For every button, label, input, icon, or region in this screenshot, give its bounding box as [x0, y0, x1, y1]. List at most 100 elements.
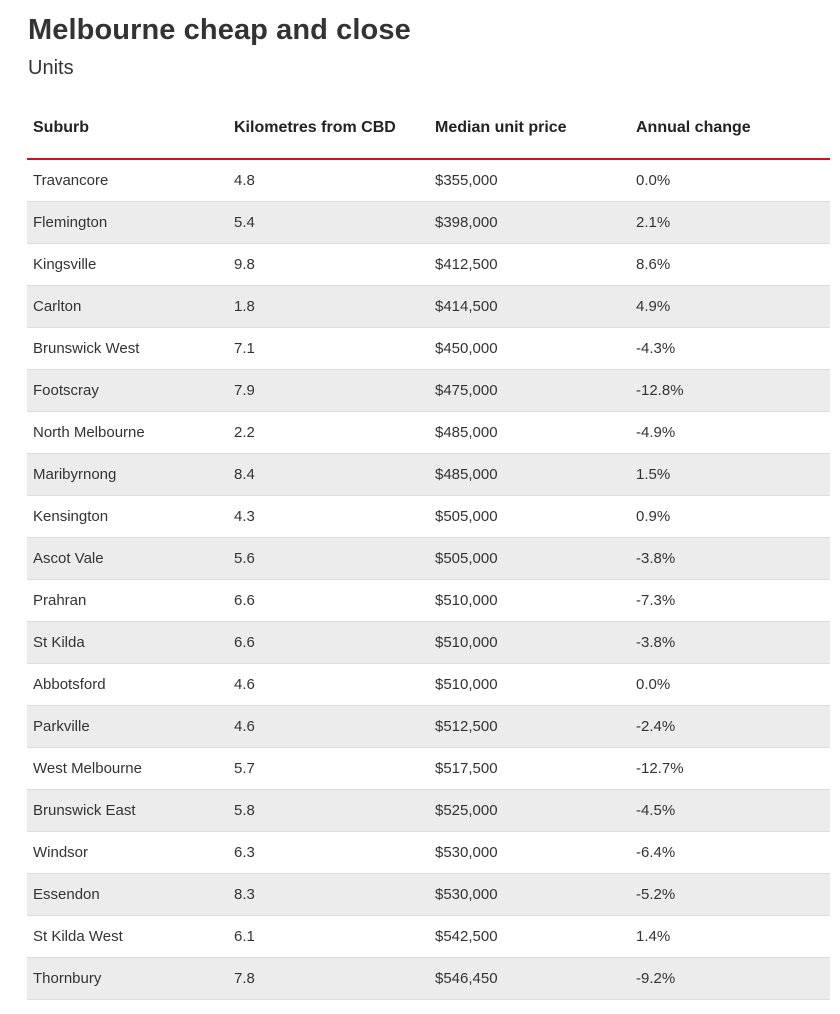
cell-suburb: Thornbury	[27, 957, 228, 1000]
table-row: Essendon 8.3 $530,000 -5.2%	[27, 873, 830, 916]
cell-median-price: $505,000	[429, 537, 630, 580]
cell-suburb: North Melbourne	[27, 411, 228, 454]
table-row: Brunswick East 5.8 $525,000 -4.5%	[27, 789, 830, 832]
table-body: Travancore 4.8 $355,000 0.0% Flemington 5.4 $3…	[27, 159, 830, 1000]
cell-suburb: Abbotsford	[27, 663, 228, 706]
cell-km-from-cbd: 6.6	[228, 579, 429, 622]
cell-km-from-cbd: 5.4	[228, 201, 429, 244]
column-header-suburb: Suburb	[27, 98, 228, 160]
cell-km-from-cbd: 5.6	[228, 537, 429, 580]
table-header: Suburb Kilometres from CBD Median unit pri…	[27, 98, 830, 160]
cell-suburb: Brunswick West	[27, 327, 228, 370]
table-row: St Kilda 6.6 $510,000 -3.8%	[27, 621, 830, 664]
cell-km-from-cbd: 7.1	[228, 327, 429, 370]
cell-annual-change: 0.0%	[630, 663, 830, 706]
cell-median-price: $525,000	[429, 789, 630, 832]
cell-median-price: $475,000	[429, 369, 630, 412]
cell-km-from-cbd: 4.8	[228, 159, 429, 202]
cell-annual-change: 0.9%	[630, 495, 830, 538]
cell-km-from-cbd: 5.8	[228, 789, 429, 832]
table-row: Flemington 5.4 $398,000 2.1%	[27, 201, 830, 244]
cell-km-from-cbd: 4.3	[228, 495, 429, 538]
cell-annual-change: -4.9%	[630, 411, 830, 454]
cell-annual-change: -2.4%	[630, 705, 830, 748]
cell-km-from-cbd: 7.9	[228, 369, 429, 412]
table-row: North Melbourne 2.2 $485,000 -4.9%	[27, 411, 830, 454]
cell-annual-change: 8.6%	[630, 243, 830, 286]
table-row: Maribyrnong 8.4 $485,000 1.5%	[27, 453, 830, 496]
data-table: Suburb Kilometres from CBD Median unit pri…	[27, 98, 830, 1000]
cell-km-from-cbd: 8.3	[228, 873, 429, 916]
cell-annual-change: 0.0%	[630, 159, 830, 202]
cell-km-from-cbd: 5.7	[228, 747, 429, 790]
cell-median-price: $512,500	[429, 705, 630, 748]
column-header-annual-change: Annual change	[630, 98, 830, 160]
cell-median-price: $530,000	[429, 831, 630, 874]
cell-annual-change: -5.2%	[630, 873, 830, 916]
cell-median-price: $517,500	[429, 747, 630, 790]
cell-annual-change: -9.2%	[630, 957, 830, 1000]
table-row: Kensington 4.3 $505,000 0.9%	[27, 495, 830, 538]
cell-suburb: Parkville	[27, 705, 228, 748]
cell-median-price: $355,000	[429, 159, 630, 202]
cell-suburb: Prahran	[27, 579, 228, 622]
cell-suburb: Flemington	[27, 201, 228, 244]
cell-km-from-cbd: 1.8	[228, 285, 429, 328]
cell-km-from-cbd: 7.8	[228, 957, 429, 1000]
cell-suburb: Travancore	[27, 159, 228, 202]
cell-median-price: $398,000	[429, 201, 630, 244]
table-row: Footscray 7.9 $475,000 -12.8%	[27, 369, 830, 412]
table-row: Travancore 4.8 $355,000 0.0%	[27, 159, 830, 202]
page-subtitle: Units	[28, 57, 74, 79]
cell-median-price: $546,450	[429, 957, 630, 1000]
cell-median-price: $530,000	[429, 873, 630, 916]
cell-annual-change: 1.4%	[630, 915, 830, 958]
table-row: Carlton 1.8 $414,500 4.9%	[27, 285, 830, 328]
cell-median-price: $414,500	[429, 285, 630, 328]
cell-annual-change: 4.9%	[630, 285, 830, 328]
cell-suburb: Kingsville	[27, 243, 228, 286]
table-row: St Kilda West 6.1 $542,500 1.4%	[27, 915, 830, 958]
column-header-median-price: Median unit price	[429, 98, 630, 160]
cell-km-from-cbd: 4.6	[228, 705, 429, 748]
cell-median-price: $510,000	[429, 663, 630, 706]
cell-suburb: St Kilda	[27, 621, 228, 664]
cell-annual-change: 1.5%	[630, 453, 830, 496]
cell-annual-change: -12.7%	[630, 747, 830, 790]
cell-median-price: $412,500	[429, 243, 630, 286]
cell-median-price: $505,000	[429, 495, 630, 538]
cell-suburb: St Kilda West	[27, 915, 228, 958]
table-row: Abbotsford 4.6 $510,000 0.0%	[27, 663, 830, 706]
cell-annual-change: -3.8%	[630, 621, 830, 664]
cell-median-price: $510,000	[429, 621, 630, 664]
cell-km-from-cbd: 6.6	[228, 621, 429, 664]
cell-km-from-cbd: 8.4	[228, 453, 429, 496]
cell-annual-change: -7.3%	[630, 579, 830, 622]
table-row: Prahran 6.6 $510,000 -7.3%	[27, 579, 830, 622]
cell-suburb: Carlton	[27, 285, 228, 328]
table-row: Kingsville 9.8 $412,500 8.6%	[27, 243, 830, 286]
cell-suburb: Maribyrnong	[27, 453, 228, 496]
cell-median-price: $485,000	[429, 453, 630, 496]
cell-annual-change: 2.1%	[630, 201, 830, 244]
table-row: Thornbury 7.8 $546,450 -9.2%	[27, 957, 830, 1000]
data-table-container: Suburb Kilometres from CBD Median unit pri…	[27, 98, 830, 1000]
table-row: Ascot Vale 5.6 $505,000 -3.8%	[27, 537, 830, 580]
cell-annual-change: -4.5%	[630, 789, 830, 832]
cell-median-price: $542,500	[429, 915, 630, 958]
table-header-row: Suburb Kilometres from CBD Median unit pri…	[27, 98, 830, 160]
cell-annual-change: -6.4%	[630, 831, 830, 874]
cell-suburb: Ascot Vale	[27, 537, 228, 580]
cell-km-from-cbd: 4.6	[228, 663, 429, 706]
cell-suburb: Kensington	[27, 495, 228, 538]
cell-km-from-cbd: 9.8	[228, 243, 429, 286]
cell-annual-change: -12.8%	[630, 369, 830, 412]
cell-median-price: $510,000	[429, 579, 630, 622]
cell-suburb: Essendon	[27, 873, 228, 916]
cell-suburb: Brunswick East	[27, 789, 228, 832]
table-row: Brunswick West 7.1 $450,000 -4.3%	[27, 327, 830, 370]
cell-suburb: Footscray	[27, 369, 228, 412]
table-row: Windsor 6.3 $530,000 -6.4%	[27, 831, 830, 874]
table-row: Parkville 4.6 $512,500 -2.4%	[27, 705, 830, 748]
cell-suburb: Windsor	[27, 831, 228, 874]
